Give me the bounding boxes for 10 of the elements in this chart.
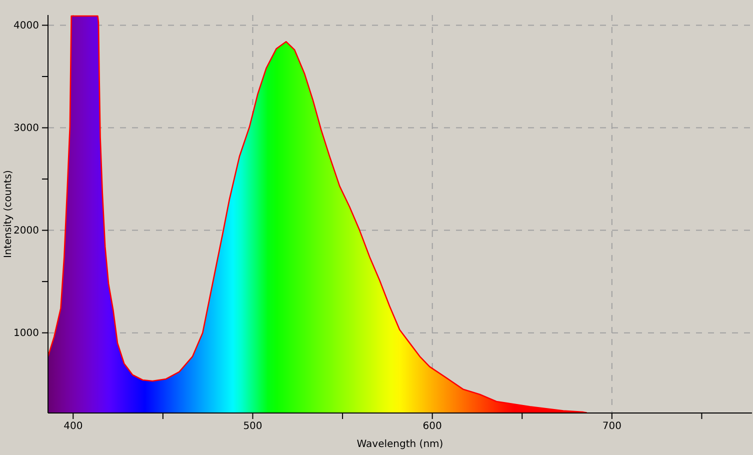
x-tick-label: 700 [602,421,622,432]
y-axis-title: Intensity (counts) [3,170,14,258]
x-tick-label: 600 [422,421,442,432]
y-tick-label: 1000 [14,328,39,340]
x-axis-title: Wavelength (nm) [356,439,444,450]
x-tick-label: 500 [243,421,262,432]
y-tick-label: 2000 [14,226,39,236]
y-tick-label: 4000 [14,20,39,32]
y-tick-label: 3000 [14,122,39,134]
x-tick-label: 400 [64,421,83,432]
